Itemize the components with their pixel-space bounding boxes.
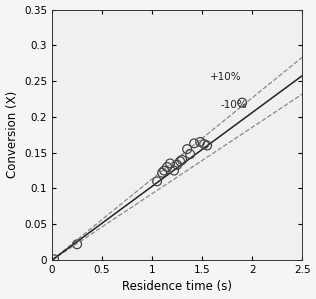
Point xyxy=(161,168,167,173)
Point xyxy=(165,165,170,170)
Y-axis label: Conversion (X): Conversion (X) xyxy=(6,91,19,179)
Point xyxy=(155,179,160,184)
Point xyxy=(202,142,207,147)
Point xyxy=(160,170,165,175)
Point xyxy=(172,168,177,173)
Text: +10%: +10% xyxy=(210,72,242,82)
Point xyxy=(179,158,185,162)
Point xyxy=(204,143,210,148)
X-axis label: Residence time (s): Residence time (s) xyxy=(122,280,232,293)
Point xyxy=(52,257,57,262)
Point xyxy=(198,140,203,144)
Point xyxy=(75,242,80,247)
Point xyxy=(240,100,245,105)
Point xyxy=(167,161,173,166)
Point xyxy=(191,141,197,146)
Point xyxy=(178,159,183,164)
Point xyxy=(188,152,193,156)
Point xyxy=(174,162,179,167)
Point xyxy=(185,147,190,152)
Text: -10%: -10% xyxy=(220,100,247,110)
